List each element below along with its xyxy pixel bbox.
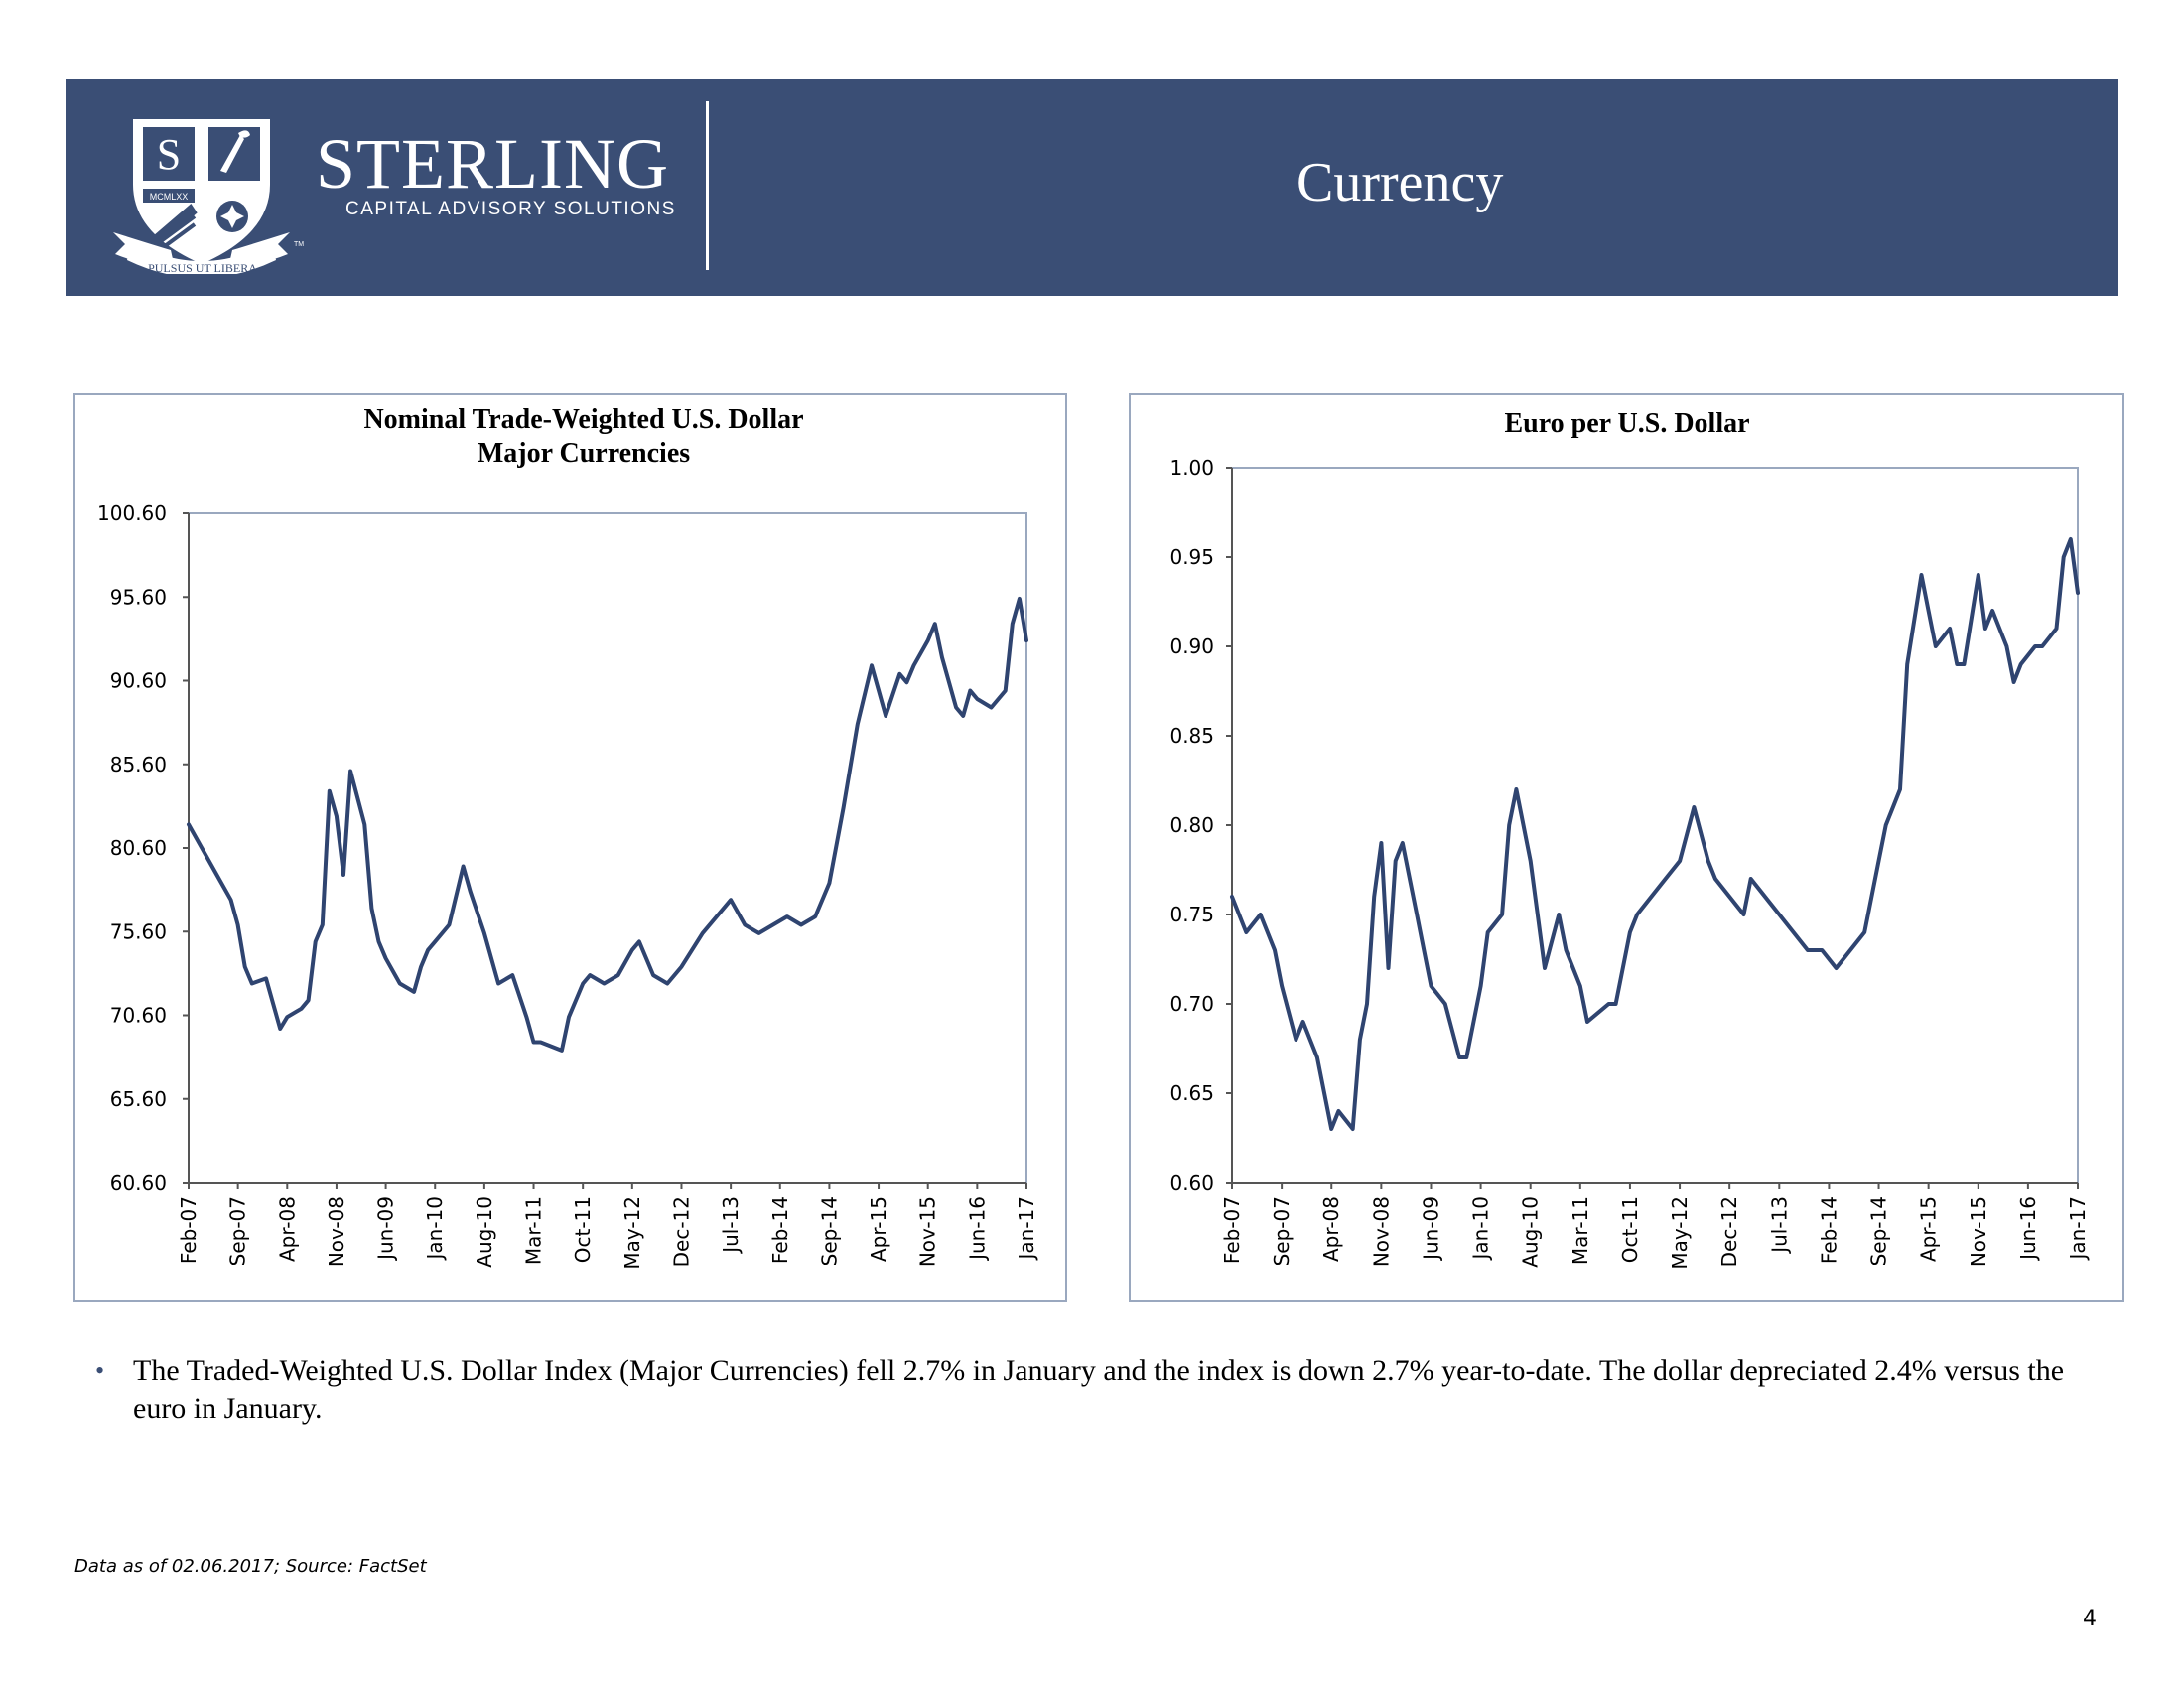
x-tick-label: Feb-14 — [768, 1196, 792, 1264]
x-tick-label: Jul-13 — [1767, 1196, 1791, 1255]
x-tick-label: Apr-08 — [1319, 1196, 1343, 1262]
x-tick-label: Mar-11 — [1569, 1196, 1592, 1265]
y-tick-label: 90.60 — [110, 669, 167, 693]
y-tick-label: 0.65 — [1169, 1081, 1214, 1105]
x-tick-label: Jan-10 — [1469, 1196, 1493, 1262]
x-tick-label: Jan-17 — [1015, 1196, 1038, 1262]
x-tick-label: Nov-15 — [1967, 1196, 1990, 1267]
series-line — [187, 596, 1028, 1053]
x-tick-label: Aug-10 — [473, 1196, 496, 1268]
y-tick-label: 70.60 — [110, 1004, 167, 1028]
x-tick-label: Feb-07 — [1220, 1196, 1244, 1264]
shield-banner: MCMLXX — [150, 192, 189, 202]
bullet-dot-icon: • — [95, 1356, 105, 1385]
x-tick-label: Apr-15 — [1917, 1196, 1941, 1262]
x-tick-label: Nov-08 — [325, 1196, 348, 1267]
chart-title: Euro per U.S. Dollar — [1504, 408, 1749, 439]
x-tick-label: Oct-11 — [1618, 1196, 1642, 1263]
x-tick-label: Jun-16 — [2016, 1196, 2040, 1262]
chart-svg-euro-per-dollar: Euro per U.S. Dollar 0.60 0.65 0.70 0.75 0.8… — [1169, 408, 2090, 1270]
y-tick-label: 80.60 — [110, 836, 167, 860]
y-tick-label: 1.00 — [1169, 456, 1214, 480]
x-tick-label: May-12 — [620, 1196, 644, 1270]
page-number: 4 — [2083, 1607, 2097, 1631]
y-tick-label: 75.60 — [110, 919, 167, 943]
x-tick-label: Nov-08 — [1369, 1196, 1393, 1267]
header-divider — [706, 101, 709, 270]
y-tick-label: 0.85 — [1169, 724, 1214, 748]
chart-title: Nominal Trade-Weighted U.S. Dollar — [363, 404, 803, 435]
series-line — [1230, 537, 2080, 1131]
x-tick-label: Oct-11 — [571, 1196, 595, 1263]
y-tick-label: 0.90 — [1169, 634, 1214, 658]
x-tick-label: Jun-09 — [1419, 1196, 1442, 1262]
x-tick-label: Sep-07 — [1270, 1196, 1294, 1266]
y-tick-label: 85.60 — [110, 753, 167, 776]
chart-panel-trade-weighted-dollar: Nominal Trade-Weighted U.S. Dollar Major… — [73, 393, 1067, 1302]
x-tick-label: Dec-12 — [1717, 1196, 1741, 1267]
y-tick-label: 0.95 — [1169, 545, 1214, 569]
x-tick-label: Aug-10 — [1519, 1196, 1543, 1268]
footnote: Data as of 02.06.2017; Source: FactSet — [74, 1556, 427, 1577]
x-tick-label: Jan-10 — [423, 1196, 447, 1262]
x-tick-label: Feb-14 — [1817, 1196, 1841, 1264]
y-tick-label: 0.80 — [1169, 813, 1214, 837]
x-tick-label: Sep-14 — [1867, 1196, 1891, 1266]
chart-panel-euro-per-dollar: Euro per U.S. Dollar 0.60 0.65 0.70 0.75 0.8… — [1129, 393, 2124, 1302]
y-tick-label: 0.75 — [1169, 903, 1214, 926]
x-tick-label: Apr-15 — [867, 1196, 890, 1262]
shield-logo-icon: S MCMLXX PULSUS UT LIBERA TM — [113, 119, 304, 274]
x-tick-label: Feb-07 — [177, 1196, 201, 1264]
x-tick-label: Sep-07 — [226, 1196, 250, 1266]
shield-letter: S — [157, 130, 181, 179]
header-bar: S MCMLXX PULSUS UT LIBERA TM STERLING CA… — [66, 79, 2118, 296]
x-tick-label: Sep-14 — [817, 1196, 841, 1266]
y-tick-label: 95.60 — [110, 585, 167, 609]
chart-subtitle: Major Currencies — [478, 438, 690, 469]
x-tick-label: Mar-11 — [522, 1196, 546, 1265]
x-tick-label: Nov-15 — [916, 1196, 940, 1267]
y-tick-label: 65.60 — [110, 1087, 167, 1111]
x-tick-label: Jun-16 — [965, 1196, 989, 1262]
brand-subtitle: CAPITAL ADVISORY SOLUTIONS — [345, 199, 676, 219]
y-tick-label: 0.60 — [1169, 1171, 1214, 1195]
x-tick-label: Jan-17 — [2066, 1196, 2090, 1262]
plot-area — [188, 512, 1027, 1184]
x-tick-label: Jul-13 — [719, 1196, 743, 1255]
x-tick-label: May-12 — [1668, 1196, 1692, 1270]
bullet-text: The Traded-Weighted U.S. Dollar Index (M… — [133, 1354, 2065, 1425]
brand-name: STERLING — [316, 124, 669, 204]
x-tick-label: Jun-09 — [374, 1196, 398, 1262]
y-tick-label: 60.60 — [110, 1171, 167, 1195]
y-tick-label: 100.60 — [97, 501, 167, 525]
chart-svg-trade-weighted-dollar: Nominal Trade-Weighted U.S. Dollar Major… — [97, 404, 1038, 1270]
x-tick-label: Dec-12 — [669, 1196, 693, 1267]
x-tick-label: Apr-08 — [275, 1196, 299, 1262]
y-tick-label: 0.70 — [1169, 992, 1214, 1016]
bullet-list: • The Traded-Weighted U.S. Dollar Index … — [95, 1352, 2101, 1428]
motto-text: PULSUS UT LIBERA — [148, 261, 257, 274]
trademark-text: TM — [294, 241, 304, 248]
page-title: Currency — [1297, 152, 1504, 213]
